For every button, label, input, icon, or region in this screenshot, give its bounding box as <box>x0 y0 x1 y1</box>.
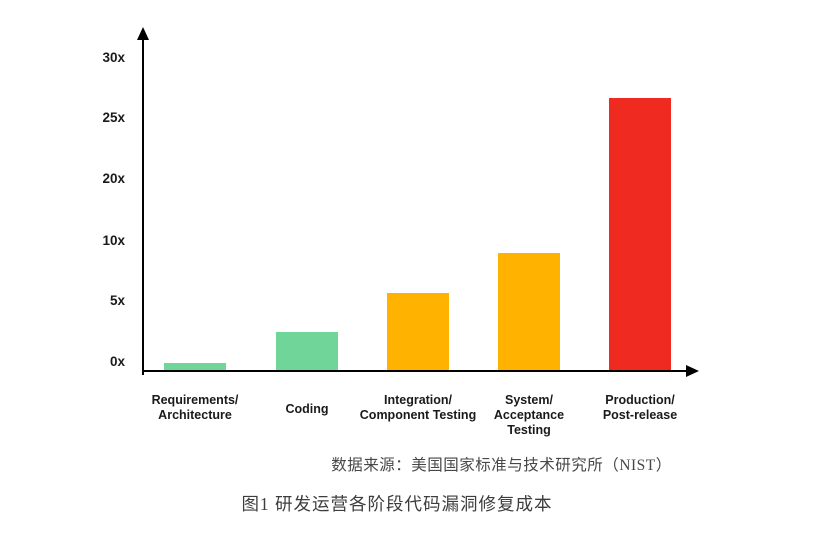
bar-requirements-architecture <box>164 363 226 370</box>
category-label-line: Testing <box>507 423 551 437</box>
category-label-line: Post-release <box>602 408 678 422</box>
category-label-line: Requirements/ <box>151 393 239 407</box>
y-tick-label-10x: 10x <box>102 233 125 248</box>
category-label-line: Architecture <box>158 408 232 422</box>
bar-coding <box>276 332 338 370</box>
category-label-system-acceptance: System/Acceptance Testing <box>444 393 614 438</box>
category-label-integration-component: Integration/Component Testing <box>333 393 503 423</box>
bar-system-acceptance <box>498 253 560 370</box>
y-tick-label-5x: 5x <box>109 293 125 308</box>
x-axis-arrow-icon <box>686 365 699 377</box>
category-label-production-postrelease: Production/Post-release <box>555 393 725 423</box>
category-label-requirements-architecture: Requirements/Architecture <box>110 393 280 423</box>
bar-integration-component <box>387 293 449 370</box>
x-axis-line <box>142 370 688 372</box>
category-label-line: Production/ <box>605 393 675 407</box>
category-label-line: Coding <box>285 402 329 416</box>
category-label-line: Acceptance <box>493 408 565 422</box>
category-label-line: System/ <box>505 393 553 407</box>
y-tick-label-20x: 20x <box>102 171 125 186</box>
y-tick-label-25x: 25x <box>102 110 125 125</box>
category-label-line: Component Testing <box>359 408 477 422</box>
category-label-line: Integration/ <box>383 393 453 407</box>
figure-caption: 图1 研发运营各阶段代码漏洞修复成本 <box>241 494 553 514</box>
y-tick-label-30x: 30x <box>102 50 125 65</box>
y-axis-line <box>142 36 144 375</box>
bar-production-postrelease <box>609 98 671 370</box>
y-tick-label-0x: 0x <box>109 354 125 369</box>
y-axis-arrow-icon <box>137 27 149 40</box>
category-label-coding: Coding <box>222 393 392 417</box>
data-source-note: 数据来源：美国国家标准与技术研究所（NIST） <box>331 457 672 474</box>
